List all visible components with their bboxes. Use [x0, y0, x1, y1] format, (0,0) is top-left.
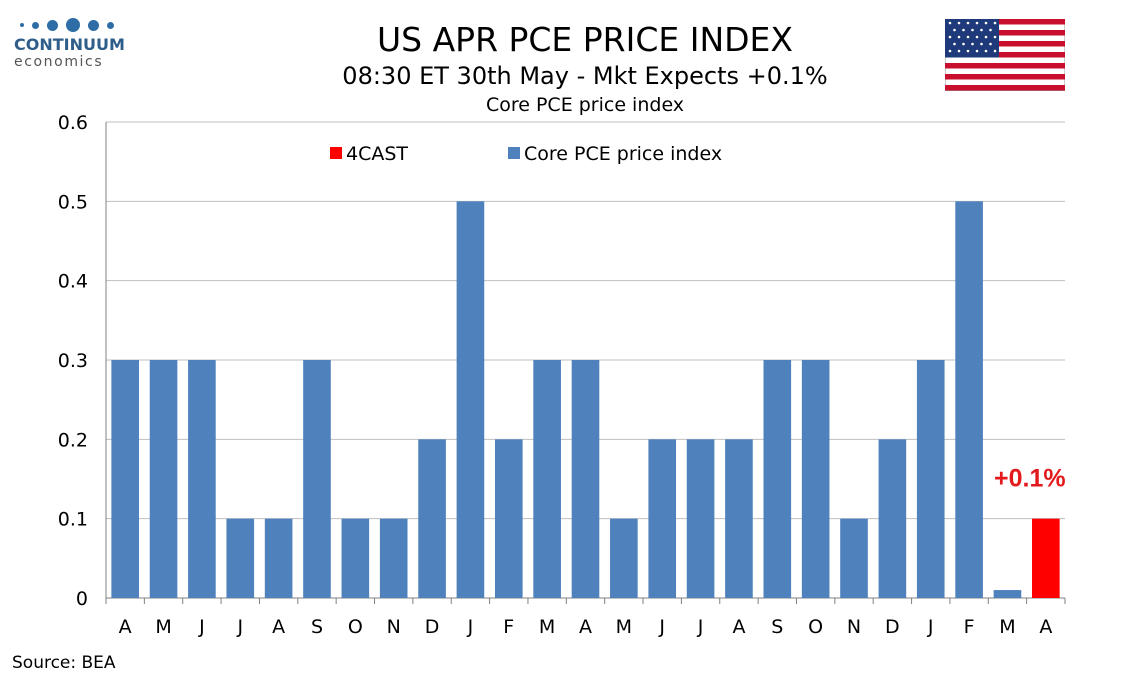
data-bar	[571, 360, 600, 598]
data-bar	[993, 590, 1022, 598]
x-tick-label: M	[999, 616, 1015, 638]
x-tick-label: F	[964, 616, 975, 638]
logo-dots	[20, 14, 144, 36]
page-subtitle: 08:30 ET 30th May - Mkt Expects +0.1%	[342, 62, 828, 90]
x-tick-label: N	[387, 616, 401, 638]
x-tick-label: J	[927, 616, 934, 638]
x-tick-label: S	[311, 616, 323, 638]
data-bar	[686, 439, 715, 598]
data-bar	[955, 201, 983, 599]
data-bar	[111, 360, 139, 598]
forecast-annotation: +0.1%	[994, 465, 1066, 493]
legend-swatch-4cast	[330, 147, 342, 159]
data-bar	[840, 518, 868, 598]
data-bar	[533, 360, 561, 598]
legend-label-4cast: 4CAST	[346, 143, 408, 165]
logo-name: CONTINUUM	[14, 35, 125, 54]
data-bar	[648, 439, 677, 598]
y-tick-label: 0.5	[58, 191, 88, 213]
y-tick-label: 0.3	[58, 350, 88, 372]
data-bar	[763, 360, 792, 598]
x-tick-label: D	[425, 616, 440, 638]
y-tick-label: 0.6	[58, 112, 88, 134]
x-tick-label: A	[732, 616, 745, 638]
legend-swatch-core-pce	[508, 147, 520, 159]
x-tick-label: O	[348, 616, 363, 638]
x-tick-label: N	[847, 616, 861, 638]
data-bar	[878, 439, 907, 598]
y-tick-label: 0.2	[58, 429, 88, 451]
data-bar	[610, 518, 638, 598]
data-bar	[418, 439, 446, 598]
legend-label-core-pce: Core PCE price index	[524, 143, 722, 165]
x-tick-label: J	[198, 616, 205, 638]
x-tick-label: J	[467, 616, 474, 638]
x-tick-label: J	[236, 616, 243, 638]
y-tick-label: 0	[76, 588, 88, 610]
data-bar	[341, 518, 370, 598]
x-tick-label: M	[539, 616, 555, 638]
data-bar	[456, 201, 485, 599]
x-tick-label: A	[1039, 616, 1052, 638]
source-note: Source: BEA	[12, 653, 116, 673]
data-bar	[916, 360, 945, 598]
x-tick-label: F	[503, 616, 514, 638]
data-bar	[149, 360, 178, 598]
x-tick-label: J	[697, 616, 704, 638]
data-bar	[188, 360, 216, 598]
data-bar	[494, 439, 523, 598]
x-tick-label: S	[771, 616, 783, 638]
data-bar	[226, 518, 255, 598]
x-tick-label: O	[808, 616, 823, 638]
x-tick-label: M	[616, 616, 632, 638]
page-title: US APR PCE PRICE INDEX	[377, 20, 793, 59]
x-tick-label: A	[272, 616, 285, 638]
y-tick-label: 0.1	[58, 509, 88, 531]
data-bar	[801, 360, 830, 598]
logo-subtitle: economics	[14, 54, 104, 70]
data-bar	[303, 360, 331, 598]
y-tick-label: 0.4	[58, 271, 88, 293]
x-tick-label: M	[155, 616, 171, 638]
chart-title: Core PCE price index	[485, 94, 685, 116]
data-bar	[379, 518, 408, 598]
x-tick-label: A	[579, 616, 592, 638]
data-bar	[725, 439, 753, 598]
forecast-bar	[1032, 518, 1060, 598]
x-tick-label: D	[885, 616, 900, 638]
data-bar	[264, 518, 293, 598]
logo: CONTINUUM economics	[14, 14, 144, 70]
x-tick-label: A	[119, 616, 132, 638]
x-tick-label: J	[658, 616, 665, 638]
us-flag-icon	[945, 19, 1065, 91]
